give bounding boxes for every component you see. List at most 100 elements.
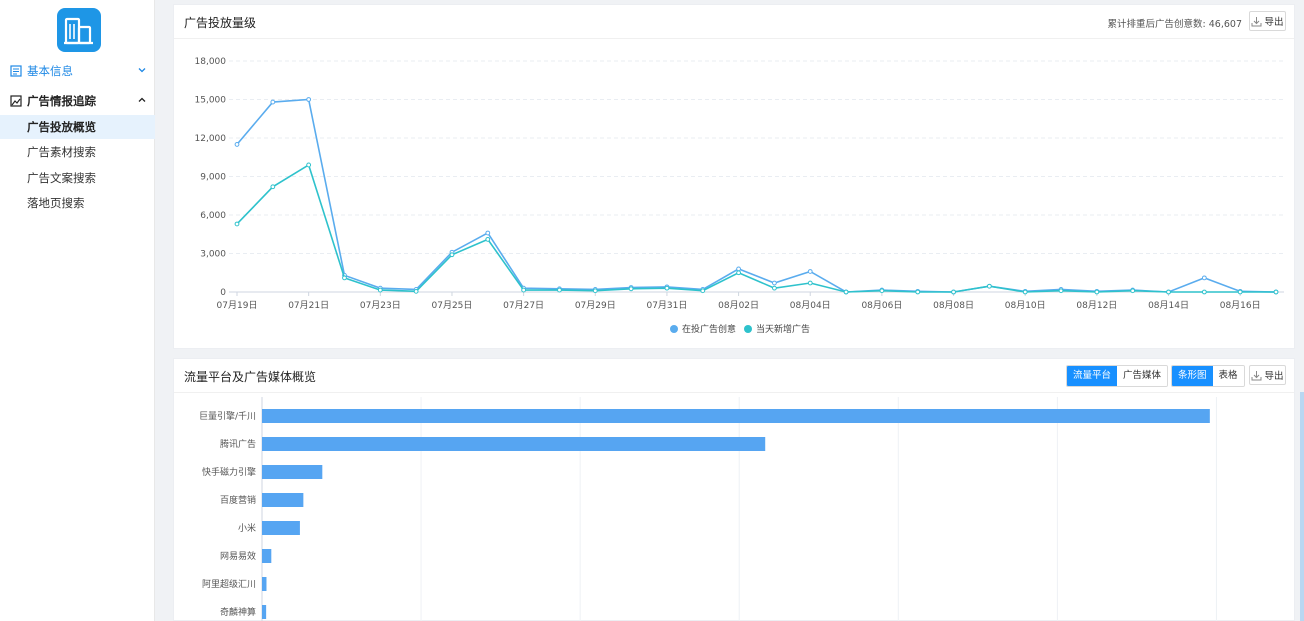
data-point bbox=[342, 275, 347, 281]
sidebar-item-landing-page-search[interactable]: 落地页搜索 bbox=[27, 196, 85, 210]
data-point bbox=[270, 184, 276, 190]
ad-volume-line-chart: 0 3,000 6,000 9,000 12,000 15,000 18,000 07月19日… bbox=[195, 57, 1284, 335]
data-point bbox=[951, 289, 956, 295]
data-point bbox=[270, 99, 276, 105]
export-label: 导出 bbox=[1264, 17, 1284, 28]
category-label: 小米 bbox=[238, 522, 256, 534]
data-point bbox=[377, 287, 383, 293]
bar bbox=[262, 437, 766, 451]
y-tick-label: 3,000 bbox=[200, 250, 226, 260]
category-label: 百度营销 bbox=[220, 494, 256, 506]
y-tick-label: 0 bbox=[220, 288, 226, 298]
legend-marker bbox=[744, 325, 752, 333]
sidebar-item-ad-overview[interactable]: 广告投放概览 bbox=[0, 115, 155, 139]
data-point bbox=[664, 285, 670, 291]
export-label: 导出 bbox=[1264, 371, 1284, 382]
data-point bbox=[807, 269, 813, 274]
data-point bbox=[234, 142, 240, 147]
y-tick-label: 6,000 bbox=[200, 211, 226, 221]
sidebar-item-copy-search[interactable]: 广告文案搜索 bbox=[27, 171, 96, 185]
menu-group-ad-tracking[interactable]: 广告情报追踪 bbox=[0, 89, 155, 113]
toggle-table[interactable]: 表格 bbox=[1212, 366, 1244, 386]
data-point bbox=[915, 289, 921, 295]
bar bbox=[262, 549, 272, 563]
x-tick-label: 08月04日 bbox=[790, 300, 831, 311]
legend-label: 当天新增广告 bbox=[756, 323, 810, 335]
data-point bbox=[736, 270, 741, 276]
x-tick-label: 08月12日 bbox=[1076, 300, 1117, 311]
data-point bbox=[879, 288, 885, 294]
category-label: 阿里超级汇川 bbox=[202, 578, 256, 590]
bar bbox=[262, 465, 323, 479]
x-tick-label: 08月02日 bbox=[718, 300, 759, 311]
data-point bbox=[1130, 288, 1136, 294]
category-label: 奇麟神算 bbox=[220, 606, 256, 618]
dimension-toggle: 流量平台 广告媒体 bbox=[1066, 365, 1169, 387]
sidebar-item-creative-search[interactable]: 广告素材搜索 bbox=[27, 145, 96, 159]
data-point bbox=[807, 280, 813, 286]
x-tick-label: 07月31日 bbox=[646, 300, 687, 311]
series-line-2 bbox=[236, 163, 1276, 293]
data-point bbox=[1022, 289, 1028, 295]
category-label: 网易易效 bbox=[220, 550, 256, 562]
data-point bbox=[1237, 289, 1243, 295]
data-point bbox=[1094, 289, 1100, 295]
x-tick-label: 07月19日 bbox=[217, 300, 258, 311]
x-tick-label: 07月23日 bbox=[360, 300, 401, 311]
series-line-1 bbox=[236, 98, 1277, 293]
data-point bbox=[485, 236, 491, 242]
card-header: 流量平台及广告媒体概览 流量平台 广告媒体 条形图 表格 导出 bbox=[174, 359, 1294, 393]
bar bbox=[262, 577, 267, 591]
x-tick-label: 08月06日 bbox=[861, 300, 902, 311]
data-point bbox=[306, 97, 312, 102]
x-tick-label: 07月27日 bbox=[503, 300, 544, 311]
image-icon bbox=[10, 95, 22, 107]
card-header: 广告投放量级 累计排重后广告创意数: 46,607 导出 bbox=[174, 5, 1294, 39]
x-tick-label: 07月25日 bbox=[432, 300, 473, 311]
y-tick-label: 9,000 bbox=[200, 173, 226, 183]
data-point bbox=[1201, 275, 1207, 281]
bar bbox=[262, 605, 267, 619]
menu-group-label: 广告情报追踪 bbox=[27, 94, 96, 108]
toggle-traffic-platform[interactable]: 流量平台 bbox=[1067, 366, 1118, 386]
data-point bbox=[1058, 288, 1064, 294]
export-button[interactable]: 导出 bbox=[1249, 365, 1286, 385]
data-point bbox=[1166, 289, 1171, 295]
chevron-up-icon bbox=[138, 97, 146, 102]
x-tick-label: 08月10日 bbox=[1005, 300, 1046, 311]
data-point bbox=[449, 252, 455, 258]
data-point bbox=[628, 286, 634, 292]
x-tick-label: 08月16日 bbox=[1220, 300, 1261, 311]
x-tick-label: 08月14日 bbox=[1148, 300, 1189, 311]
data-point bbox=[736, 266, 741, 272]
legend-label: 在投广告创意 bbox=[682, 323, 736, 335]
data-point bbox=[843, 289, 849, 295]
scrollbar[interactable] bbox=[1300, 392, 1304, 621]
category-label: 巨量引擎/千川 bbox=[199, 410, 256, 422]
toggle-bar-chart[interactable]: 条形图 bbox=[1172, 366, 1213, 386]
category-label: 快手磁力引擎 bbox=[202, 466, 256, 478]
card-title: 流量平台及广告媒体概览 bbox=[184, 370, 317, 384]
sidebar: 基本信息 广告情报追踪 广告投放概览 广告素材搜索 广告文案搜索 落地页搜索 bbox=[0, 0, 155, 621]
app-logo[interactable] bbox=[57, 8, 101, 52]
data-point bbox=[772, 280, 777, 286]
total-creatives-note: 累计排重后广告创意数: 46,607 bbox=[1107, 19, 1242, 30]
data-point bbox=[700, 288, 706, 294]
data-point bbox=[557, 287, 562, 293]
menu-group-basic-info[interactable]: 基本信息 bbox=[0, 59, 155, 83]
data-point bbox=[1273, 289, 1279, 295]
platform-overview-card: 流量平台及广告媒体概览 流量平台 广告媒体 条形图 表格 导出 巨量引擎/千川腾… bbox=[173, 358, 1295, 621]
download-icon bbox=[1251, 16, 1262, 26]
y-tick-label: 12,000 bbox=[195, 134, 227, 144]
toggle-ad-media[interactable]: 广告媒体 bbox=[1117, 366, 1168, 386]
download-icon bbox=[1251, 370, 1262, 380]
data-point bbox=[592, 288, 598, 294]
data-point bbox=[1201, 289, 1207, 295]
document-icon bbox=[10, 65, 22, 77]
data-point bbox=[521, 287, 527, 293]
data-point bbox=[772, 285, 777, 291]
export-button[interactable]: 导出 bbox=[1249, 11, 1286, 31]
data-point bbox=[234, 221, 240, 227]
chevron-down-icon bbox=[138, 68, 146, 73]
